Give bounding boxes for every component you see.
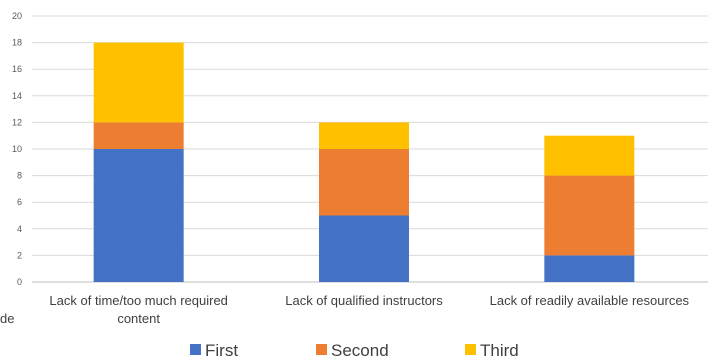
y-tick-label-18: 18 — [12, 38, 22, 48]
legend-swatch-third — [465, 344, 476, 355]
y-tick-label-8: 8 — [17, 171, 22, 181]
y-tick-label-12: 12 — [12, 117, 22, 127]
x-category-label-3: Lack of readily available resources — [490, 293, 690, 308]
y-tick-label-10: 10 — [12, 144, 22, 154]
y-tick-label-0: 0 — [17, 277, 22, 287]
y-tick-label-2: 2 — [17, 250, 22, 260]
legend-label-first: First — [205, 341, 238, 360]
bar-first-1 — [93, 149, 184, 282]
legend-label-second: Second — [331, 341, 389, 360]
bars — [93, 42, 635, 282]
clipped-edge-text: de — [0, 311, 14, 326]
y-tick-label-16: 16 — [12, 64, 22, 74]
y-tick-label-20: 20 — [12, 11, 22, 21]
legend: First Second Third — [190, 341, 519, 360]
bar-first-3 — [544, 255, 635, 282]
x-category-label-2: Lack of qualified instructors — [285, 293, 443, 308]
y-axis-ticks: 0 2 4 6 8 10 12 14 16 18 20 — [12, 11, 22, 287]
x-axis-labels: Lack of time/too much required content Lac… — [49, 293, 689, 326]
bar-second-1 — [93, 122, 184, 149]
legend-swatch-second — [316, 344, 327, 355]
x-category-label-1: Lack of time/too much required content — [49, 293, 227, 326]
bar-third-1 — [93, 42, 184, 123]
bar-third-2 — [319, 122, 409, 149]
y-tick-label-14: 14 — [12, 91, 22, 101]
y-tick-label-6: 6 — [17, 197, 22, 207]
legend-swatch-first — [190, 344, 201, 355]
bar-second-2 — [319, 149, 409, 216]
bar-second-3 — [544, 175, 635, 256]
y-tick-label-4: 4 — [17, 224, 22, 234]
bar-third-3 — [544, 135, 635, 176]
legend-label-third: Third — [480, 341, 519, 360]
bar-first-2 — [319, 215, 409, 282]
